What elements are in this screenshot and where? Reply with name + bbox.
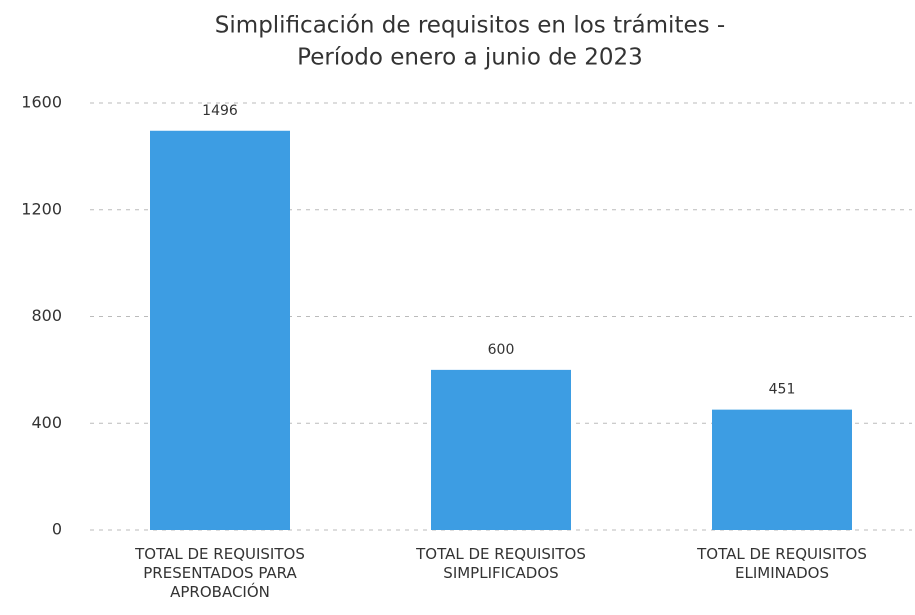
data-label: 1496 <box>202 103 238 119</box>
y-tick-label: 1600 <box>21 93 62 112</box>
bar <box>150 130 290 530</box>
chart-title: Simplificación de requisitos en los trám… <box>215 13 725 39</box>
y-tick-label: 400 <box>31 413 62 432</box>
x-tick-label: TOTAL DE REQUISITOS PRESENTADOS PARA APR… <box>135 545 305 601</box>
data-label: 600 <box>488 342 515 358</box>
x-tick-label: TOTAL DE REQUISITOS SIMPLIFICADOS <box>416 545 586 582</box>
x-tick-label: TOTAL DE REQUISITOS ELIMINADOS <box>697 545 867 582</box>
bar <box>712 409 852 530</box>
y-tick-label: 0 <box>52 520 62 539</box>
bar <box>431 369 571 530</box>
y-tick-label: 800 <box>31 306 62 325</box>
chart-subtitle: Período enero a junio de 2023 <box>297 45 643 71</box>
y-tick-label: 1200 <box>21 199 62 218</box>
data-label: 451 <box>769 382 796 398</box>
